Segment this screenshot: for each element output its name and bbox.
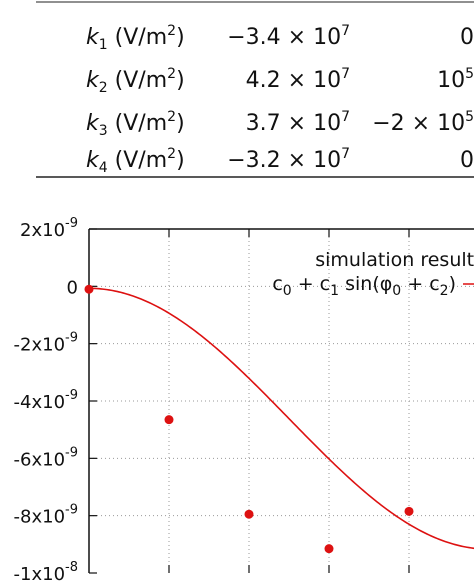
data-point [84, 284, 94, 294]
value-col1: −3.2 × 107 [227, 146, 350, 173]
value-col2: 0 [460, 148, 474, 173]
table-row: k2 (V/m2) 4.2 × 107 105 [86, 66, 474, 96]
fit-curve [88, 287, 474, 550]
parameter-table: k1 (V/m2) −3.4 × 107 0 k2 (V/m2) 4.2 × 107 10… [36, 1, 474, 178]
y-tick-label: -2x10-9 [14, 331, 78, 356]
table-row: k3 (V/m2) 3.7 × 107 −2 × 105 [86, 109, 474, 139]
legend-entry-simulation: simulation results [315, 249, 474, 271]
row-label: k4 (V/m2) [86, 146, 185, 176]
y-tick-label: -8x10-9 [14, 503, 78, 528]
plot-area: 2x10-9 0 -2x10-9 -4x10-9 -6x10-9 -8x10-9 -1x10… [14, 216, 474, 585]
value-col2: 0 [460, 25, 474, 50]
data-point [164, 415, 174, 425]
value-col2: 105 [437, 66, 474, 93]
data-point [404, 506, 414, 516]
legend-entry-fit: c0 + c1 sin(φ0 + c2) [272, 273, 456, 299]
y-tick-label: -6x10-9 [14, 445, 78, 470]
value-col1: 3.7 × 107 [246, 109, 350, 136]
table-row: k4 (V/m2) −3.2 × 107 0 [86, 146, 474, 176]
value-col1: −3.4 × 107 [227, 23, 350, 50]
y-tick-label: -4x10-9 [14, 388, 78, 413]
data-point [244, 509, 254, 519]
row-label: k2 (V/m2) [86, 66, 185, 96]
row-label: k3 (V/m2) [86, 109, 185, 139]
value-col1: 4.2 × 107 [246, 66, 350, 93]
data-point [324, 544, 334, 554]
row-label: k1 (V/m2) [86, 23, 185, 53]
table-row: k1 (V/m2) −3.4 × 107 0 [86, 23, 474, 53]
y-tick-label: 2x10-9 [20, 216, 78, 241]
y-tick-label: 0 [67, 277, 78, 298]
y-tick-label: -1x10-8 [14, 560, 78, 583]
value-col2: −2 × 105 [372, 109, 474, 136]
